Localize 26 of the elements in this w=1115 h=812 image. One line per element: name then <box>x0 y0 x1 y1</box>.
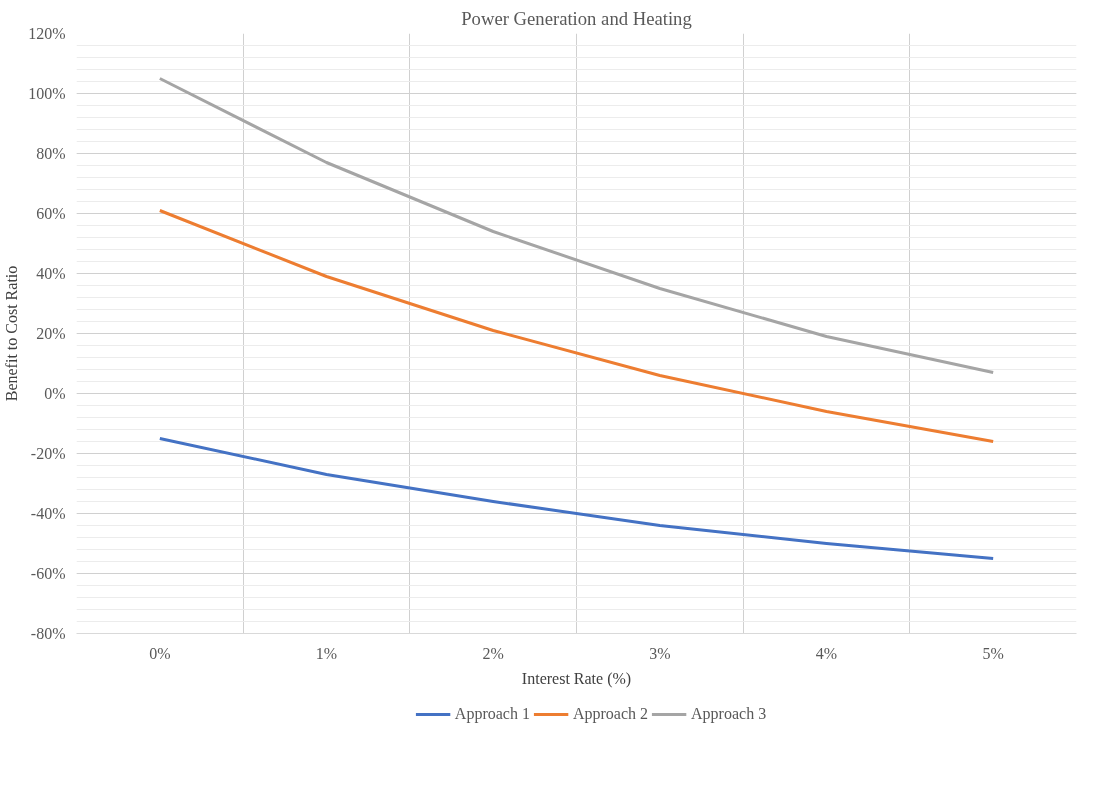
y-tick-label: 0% <box>44 385 66 402</box>
y-axis-title: Benefit to Cost Ratio <box>3 265 21 402</box>
x-axis-title: Interest Rate (%) <box>521 669 632 688</box>
legend-label: Approach 2 <box>572 705 649 723</box>
x-tick-label: 5% <box>982 644 1004 662</box>
x-tick-label: 2% <box>482 644 504 662</box>
x-tick-label: 1% <box>315 644 338 662</box>
x-tick-label: 0% <box>149 644 171 662</box>
y-tick-label: -40% <box>30 505 66 522</box>
x-tick-label: 3% <box>649 644 671 662</box>
y-tick-label: -60% <box>30 565 66 582</box>
y-tick-label: 60% <box>36 205 66 222</box>
y-tick-label: 100% <box>28 85 66 102</box>
chart-title: Power Generation and Heating <box>461 7 692 29</box>
y-tick-label: -20% <box>30 445 66 462</box>
line-series <box>158 209 995 443</box>
y-tick-label: 20% <box>36 325 66 342</box>
line-series <box>158 437 995 560</box>
legend-label: Approach 3 <box>691 705 767 723</box>
y-tick-label: -80% <box>30 625 66 642</box>
y-tick-label: 120% <box>28 25 66 42</box>
x-tick-label: 4% <box>815 644 838 662</box>
line-series <box>158 77 995 374</box>
y-tick-label: 40% <box>36 265 66 282</box>
y-tick-label: 80% <box>36 145 66 162</box>
legend-label: Approach 1 <box>454 705 530 723</box>
